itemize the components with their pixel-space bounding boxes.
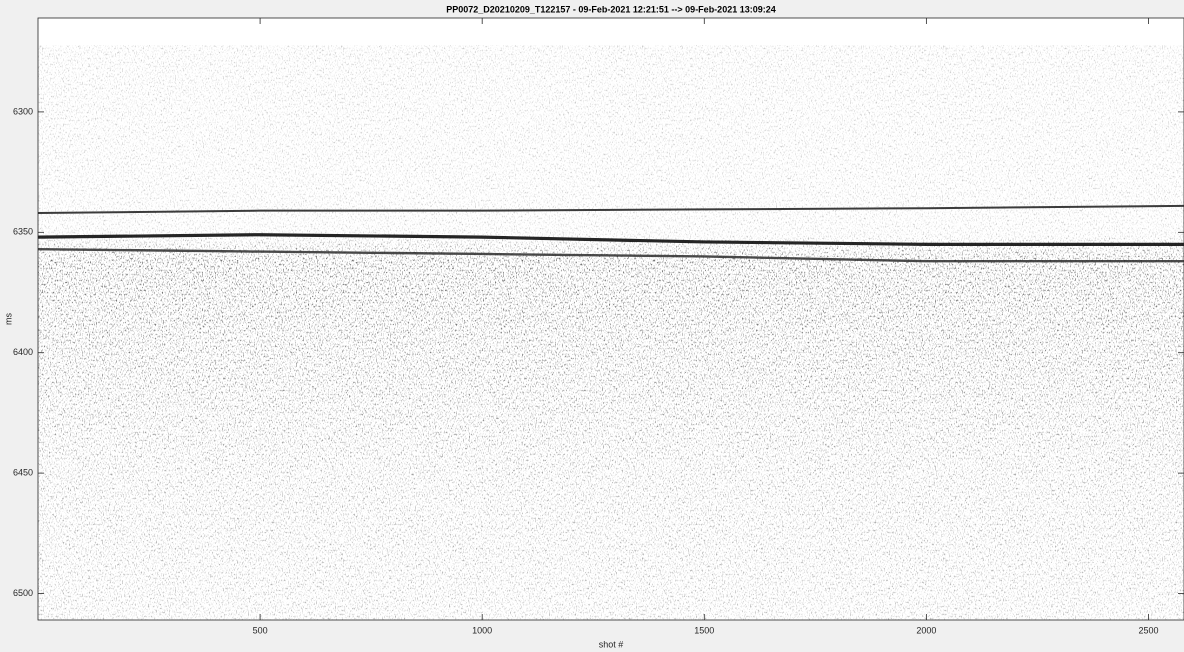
- x-tick-label: 1000: [472, 625, 492, 635]
- y-tick-label: 6450: [13, 467, 33, 477]
- x-axis-label: shot #: [599, 639, 624, 649]
- y-tick-label: 6500: [13, 588, 33, 598]
- reflector-line: [38, 247, 1184, 263]
- chart-title: PP0072_D20210209_T122157 - 09-Feb-2021 1…: [446, 4, 775, 14]
- y-tick-label: 6400: [13, 347, 33, 357]
- reflector-line: [38, 233, 1184, 246]
- x-tick-label: 500: [253, 625, 268, 635]
- reflector-line: [38, 204, 1184, 215]
- axes-box: [37, 17, 1184, 621]
- marks: [38, 204, 1184, 263]
- noise-dark: [38, 45, 1184, 620]
- y-tick-label: 6350: [13, 227, 33, 237]
- x-tick-label: 1500: [694, 625, 714, 635]
- image-texture: [38, 45, 1184, 620]
- y-tick-label: 6300: [13, 106, 33, 116]
- x-tick-label: 2000: [916, 625, 936, 635]
- x-tick-label: 2500: [1138, 625, 1158, 635]
- y-axis-label: ms: [3, 313, 13, 325]
